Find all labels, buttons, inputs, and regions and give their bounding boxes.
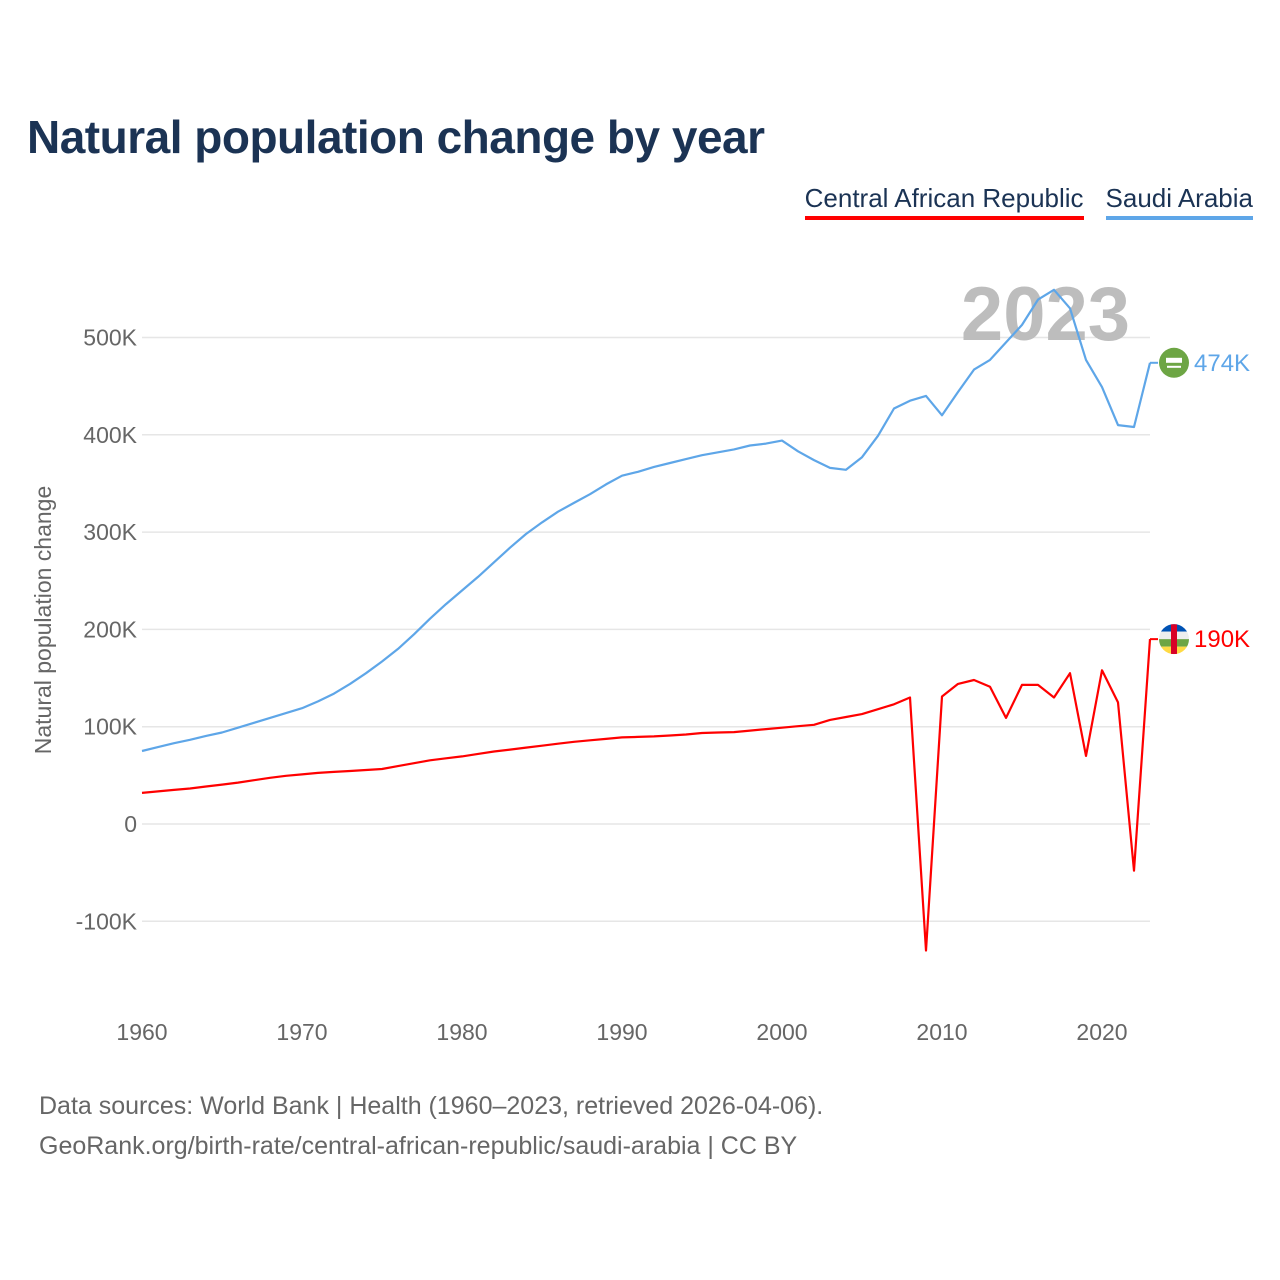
- x-tick-label: 2000: [756, 1019, 807, 1045]
- y-tick-label: 0: [124, 811, 137, 837]
- series-line-central-african-republic[interactable]: [141, 639, 1152, 952]
- chart-footer: Data sources: World Bank | Health (1960–…: [39, 1086, 823, 1166]
- central-african-republic-flag-icon: [1159, 624, 1189, 655]
- end-value-label: 190K: [1194, 626, 1250, 653]
- y-tick-label: -100K: [76, 908, 138, 934]
- y-tick-label: 300K: [83, 519, 137, 545]
- end-value-label: 474K: [1194, 350, 1250, 377]
- data-source-text: Data sources: World Bank | Health (1960–…: [39, 1092, 824, 1120]
- y-tick-label: 500K: [83, 325, 137, 351]
- y-tick-label: 400K: [83, 422, 137, 448]
- series-line-saudi-arabia[interactable]: [141, 288, 1152, 753]
- attribution-text: GeoRank.org/birth-rate/central-african-r…: [39, 1132, 798, 1160]
- chart-legend: Central African Republic Saudi Arabia: [804, 183, 1253, 220]
- x-tick-label: 1990: [596, 1019, 647, 1045]
- saudi-arabia-flag-icon: [1159, 347, 1189, 378]
- x-tick-label: 2010: [916, 1019, 967, 1045]
- legend-item-central-african-republic[interactable]: Central African Republic: [804, 183, 1084, 220]
- x-tick-label: 2020: [1076, 1019, 1127, 1045]
- legend-item-saudi-arabia[interactable]: Saudi Arabia: [1105, 183, 1253, 220]
- y-axis-label: Natural population change: [30, 486, 56, 755]
- x-tick-label: 1980: [436, 1019, 487, 1045]
- chart-title: Natural population change by year: [27, 111, 765, 163]
- x-tick-label: 1970: [276, 1019, 327, 1045]
- y-tick-label: 200K: [83, 616, 137, 642]
- year-watermark: 2023: [961, 272, 1130, 357]
- y-tick-label: 100K: [83, 714, 137, 740]
- x-tick-label: 1960: [116, 1019, 167, 1045]
